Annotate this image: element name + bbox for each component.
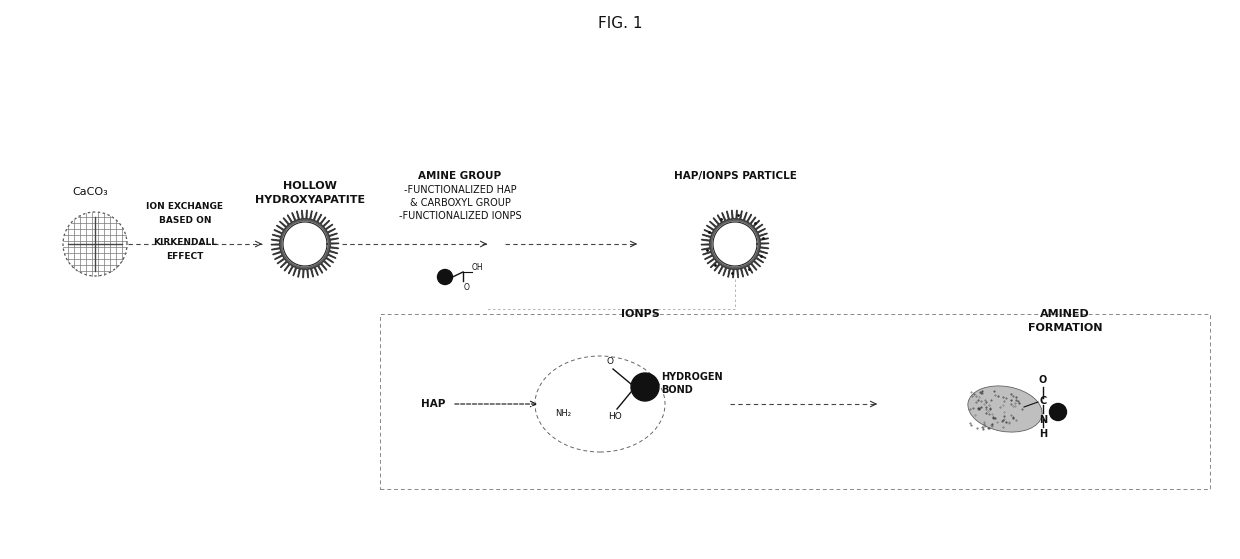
Text: O: O [464, 282, 470, 291]
Text: IONPS: IONPS [621, 309, 660, 319]
Text: NH₂: NH₂ [556, 409, 570, 418]
Circle shape [283, 222, 327, 266]
Circle shape [713, 222, 756, 266]
Text: KIRKENDALL: KIRKENDALL [153, 238, 217, 247]
Text: BOND: BOND [661, 385, 693, 395]
Text: EFFECT: EFFECT [166, 252, 203, 261]
Circle shape [631, 373, 658, 401]
Polygon shape [272, 210, 339, 278]
Text: AMINED: AMINED [1040, 309, 1090, 319]
Text: HYDROGEN: HYDROGEN [661, 372, 723, 382]
Text: H: H [1039, 429, 1047, 439]
Text: OH: OH [472, 263, 484, 272]
Ellipse shape [968, 386, 1042, 432]
Text: O: O [1039, 375, 1047, 385]
Text: CaCO₃: CaCO₃ [72, 187, 108, 197]
Text: HYDROXYAPATITE: HYDROXYAPATITE [255, 195, 365, 205]
Text: ION EXCHANGE: ION EXCHANGE [146, 202, 223, 211]
Text: C: C [1039, 396, 1047, 406]
Text: FORMATION: FORMATION [1028, 323, 1102, 333]
Circle shape [1049, 404, 1066, 420]
FancyBboxPatch shape [379, 314, 1210, 489]
Text: FIG. 1: FIG. 1 [598, 17, 642, 31]
Text: & CARBOXYL GROUP: & CARBOXYL GROUP [409, 198, 511, 208]
Polygon shape [702, 210, 769, 278]
Text: -FUNCTIONALIZED HAP: -FUNCTIONALIZED HAP [404, 185, 516, 195]
Text: HAP/IONPS PARTICLE: HAP/IONPS PARTICLE [673, 171, 796, 181]
Text: O: O [606, 357, 614, 366]
Text: BASED ON: BASED ON [159, 216, 211, 225]
Text: HOLLOW: HOLLOW [283, 181, 337, 191]
Circle shape [438, 269, 453, 285]
Text: AMINE GROUP: AMINE GROUP [418, 171, 501, 181]
Text: -FUNCTIONALIZED IONPS: -FUNCTIONALIZED IONPS [399, 211, 521, 221]
Text: HO: HO [608, 412, 622, 421]
Text: N: N [1039, 415, 1047, 425]
Text: HAP: HAP [420, 399, 445, 409]
